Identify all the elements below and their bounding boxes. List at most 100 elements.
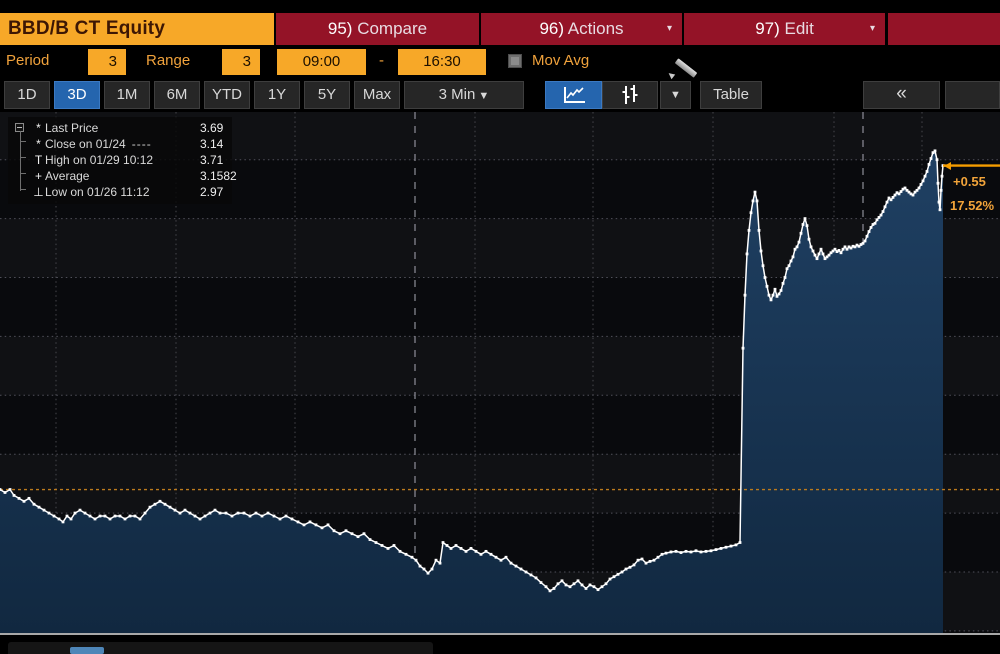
percent-change-label: 17.52%: [950, 197, 995, 213]
price-tick-marker: [923, 174, 927, 178]
price-tick-marker: [592, 585, 596, 589]
line-chart-icon: [563, 87, 585, 103]
price-tick-marker: [785, 267, 789, 271]
legend-rows: * Last Price 3.69 * Close on 01/24 ---- 3.14 T H…: [12, 120, 237, 200]
price-tick-marker: [608, 577, 612, 581]
price-tick-marker: [857, 244, 861, 248]
legend-row-4[interactable]: ⊥ Low on 01/26 11:12 2.97: [12, 184, 228, 200]
price-tick-marker: [320, 526, 324, 530]
tab-3d[interactable]: 3D: [54, 81, 100, 109]
compare-button[interactable]: 95) Compare: [276, 13, 479, 45]
range-input[interactable]: 3: [222, 49, 260, 75]
price-tick-marker: [248, 514, 252, 518]
price-tick-marker: [178, 511, 182, 515]
price-tick-marker: [909, 192, 913, 196]
price-tick-marker: [78, 508, 82, 512]
chart-legend[interactable]: * Last Price 3.69 * Close on 01/24 ---- 3.14 T H…: [8, 117, 237, 204]
price-tick-marker: [556, 582, 560, 586]
price-tick-marker: [213, 508, 217, 512]
price-tick-marker: [193, 514, 197, 518]
legend-row-1[interactable]: * Close on 01/24 ---- 3.14: [12, 136, 228, 152]
price-tick-marker: [829, 251, 833, 255]
price-tick-marker: [813, 253, 817, 257]
price-tick-marker: [519, 567, 523, 571]
price-tick-marker: [236, 511, 240, 515]
tab-1y[interactable]: 1Y: [254, 81, 300, 109]
price-tick-marker: [891, 195, 895, 199]
time-to-input[interactable]: 16:30: [398, 49, 486, 75]
price-tick-marker: [747, 228, 751, 232]
price-tick-marker: [356, 535, 360, 539]
price-tick-marker: [118, 514, 122, 518]
price-tick-marker: [935, 158, 939, 162]
tab-1d[interactable]: 1D: [4, 81, 50, 109]
collapse-panel-button[interactable]: «: [863, 81, 940, 109]
price-tick-marker: [514, 564, 518, 568]
price-tick-marker: [418, 564, 422, 568]
price-tick-marker: [484, 549, 488, 553]
price-tick-marker: [938, 208, 942, 212]
tab-ytd[interactable]: YTD: [204, 81, 250, 109]
price-tick-marker: [875, 218, 879, 222]
edit-button[interactable]: 97) Edit ▾: [684, 13, 885, 45]
edit-button-number: 97): [755, 19, 785, 38]
annotate-pencil-icon[interactable]: [666, 56, 706, 82]
tab-3-min[interactable]: 3 Min ▼: [404, 81, 524, 109]
price-tick-marker: [919, 183, 923, 186]
price-tick-marker: [441, 541, 445, 544]
legend-tree-tick: [20, 189, 26, 190]
price-tick-marker: [759, 249, 763, 253]
price-tick-marker: [0, 488, 2, 491]
price-tick-marker: [3, 491, 7, 494]
price-tick-marker: [632, 563, 636, 567]
price-tick-marker: [781, 281, 785, 285]
tab-1m[interactable]: 1M: [104, 81, 150, 109]
legend-row-2[interactable]: T High on 01/29 10:12 3.71: [12, 152, 228, 168]
price-tick-marker: [843, 245, 847, 249]
actions-button[interactable]: 96) Actions ▾: [481, 13, 682, 45]
price-tick-marker: [624, 567, 628, 571]
price-tick-marker: [224, 511, 228, 515]
price-tick-marker: [929, 157, 933, 160]
period-input[interactable]: 3: [88, 49, 126, 75]
tab-max[interactable]: Max: [354, 81, 400, 109]
price-tick-marker: [539, 581, 543, 584]
price-tick-marker: [414, 558, 418, 562]
price-tick-marker: [795, 245, 799, 249]
price-tick-marker: [438, 561, 442, 565]
price-tick-marker: [564, 583, 568, 587]
price-tick-marker: [729, 544, 733, 548]
candlestick-chart-type-button[interactable]: [602, 81, 658, 109]
price-tick-marker: [757, 228, 761, 232]
legend-collapse-icon[interactable]: [15, 123, 24, 132]
price-tick-marker: [899, 190, 903, 193]
price-tick-marker: [743, 293, 747, 297]
price-tick-marker: [937, 200, 941, 204]
chart-type-dropdown-button[interactable]: ▼: [660, 81, 691, 109]
price-tick-marker: [628, 565, 632, 569]
price-tick-marker: [479, 552, 483, 556]
tab-5y[interactable]: 5Y: [304, 81, 350, 109]
legend-row-0[interactable]: * Last Price 3.69: [12, 120, 228, 136]
price-tick-marker: [57, 517, 61, 521]
price-tick-marker: [600, 585, 604, 589]
mov-avg-checkbox[interactable]: [508, 54, 522, 68]
tab-6m[interactable]: 6M: [154, 81, 200, 109]
legend-tree-tick: [20, 157, 26, 158]
price-tick-marker: [474, 549, 478, 553]
empty-toolbar-button[interactable]: [945, 81, 1000, 109]
price-tick-marker: [434, 558, 438, 562]
price-tick-marker: [326, 523, 330, 527]
line-chart-type-button[interactable]: [545, 81, 602, 109]
price-tick-marker: [88, 514, 92, 518]
price-tick-marker: [65, 514, 69, 518]
legend-label: High on 01/29 10:12: [45, 153, 154, 167]
price-tick-marker: [755, 199, 759, 203]
price-tick-marker: [738, 541, 742, 544]
price-tick-marker: [93, 517, 97, 521]
time-from-input[interactable]: 09:00: [277, 49, 366, 75]
price-tick-marker: [464, 549, 468, 553]
legend-row-3[interactable]: + Average 3.1582: [12, 168, 237, 184]
table-button[interactable]: Table: [700, 81, 762, 109]
price-tick-marker: [380, 544, 384, 547]
